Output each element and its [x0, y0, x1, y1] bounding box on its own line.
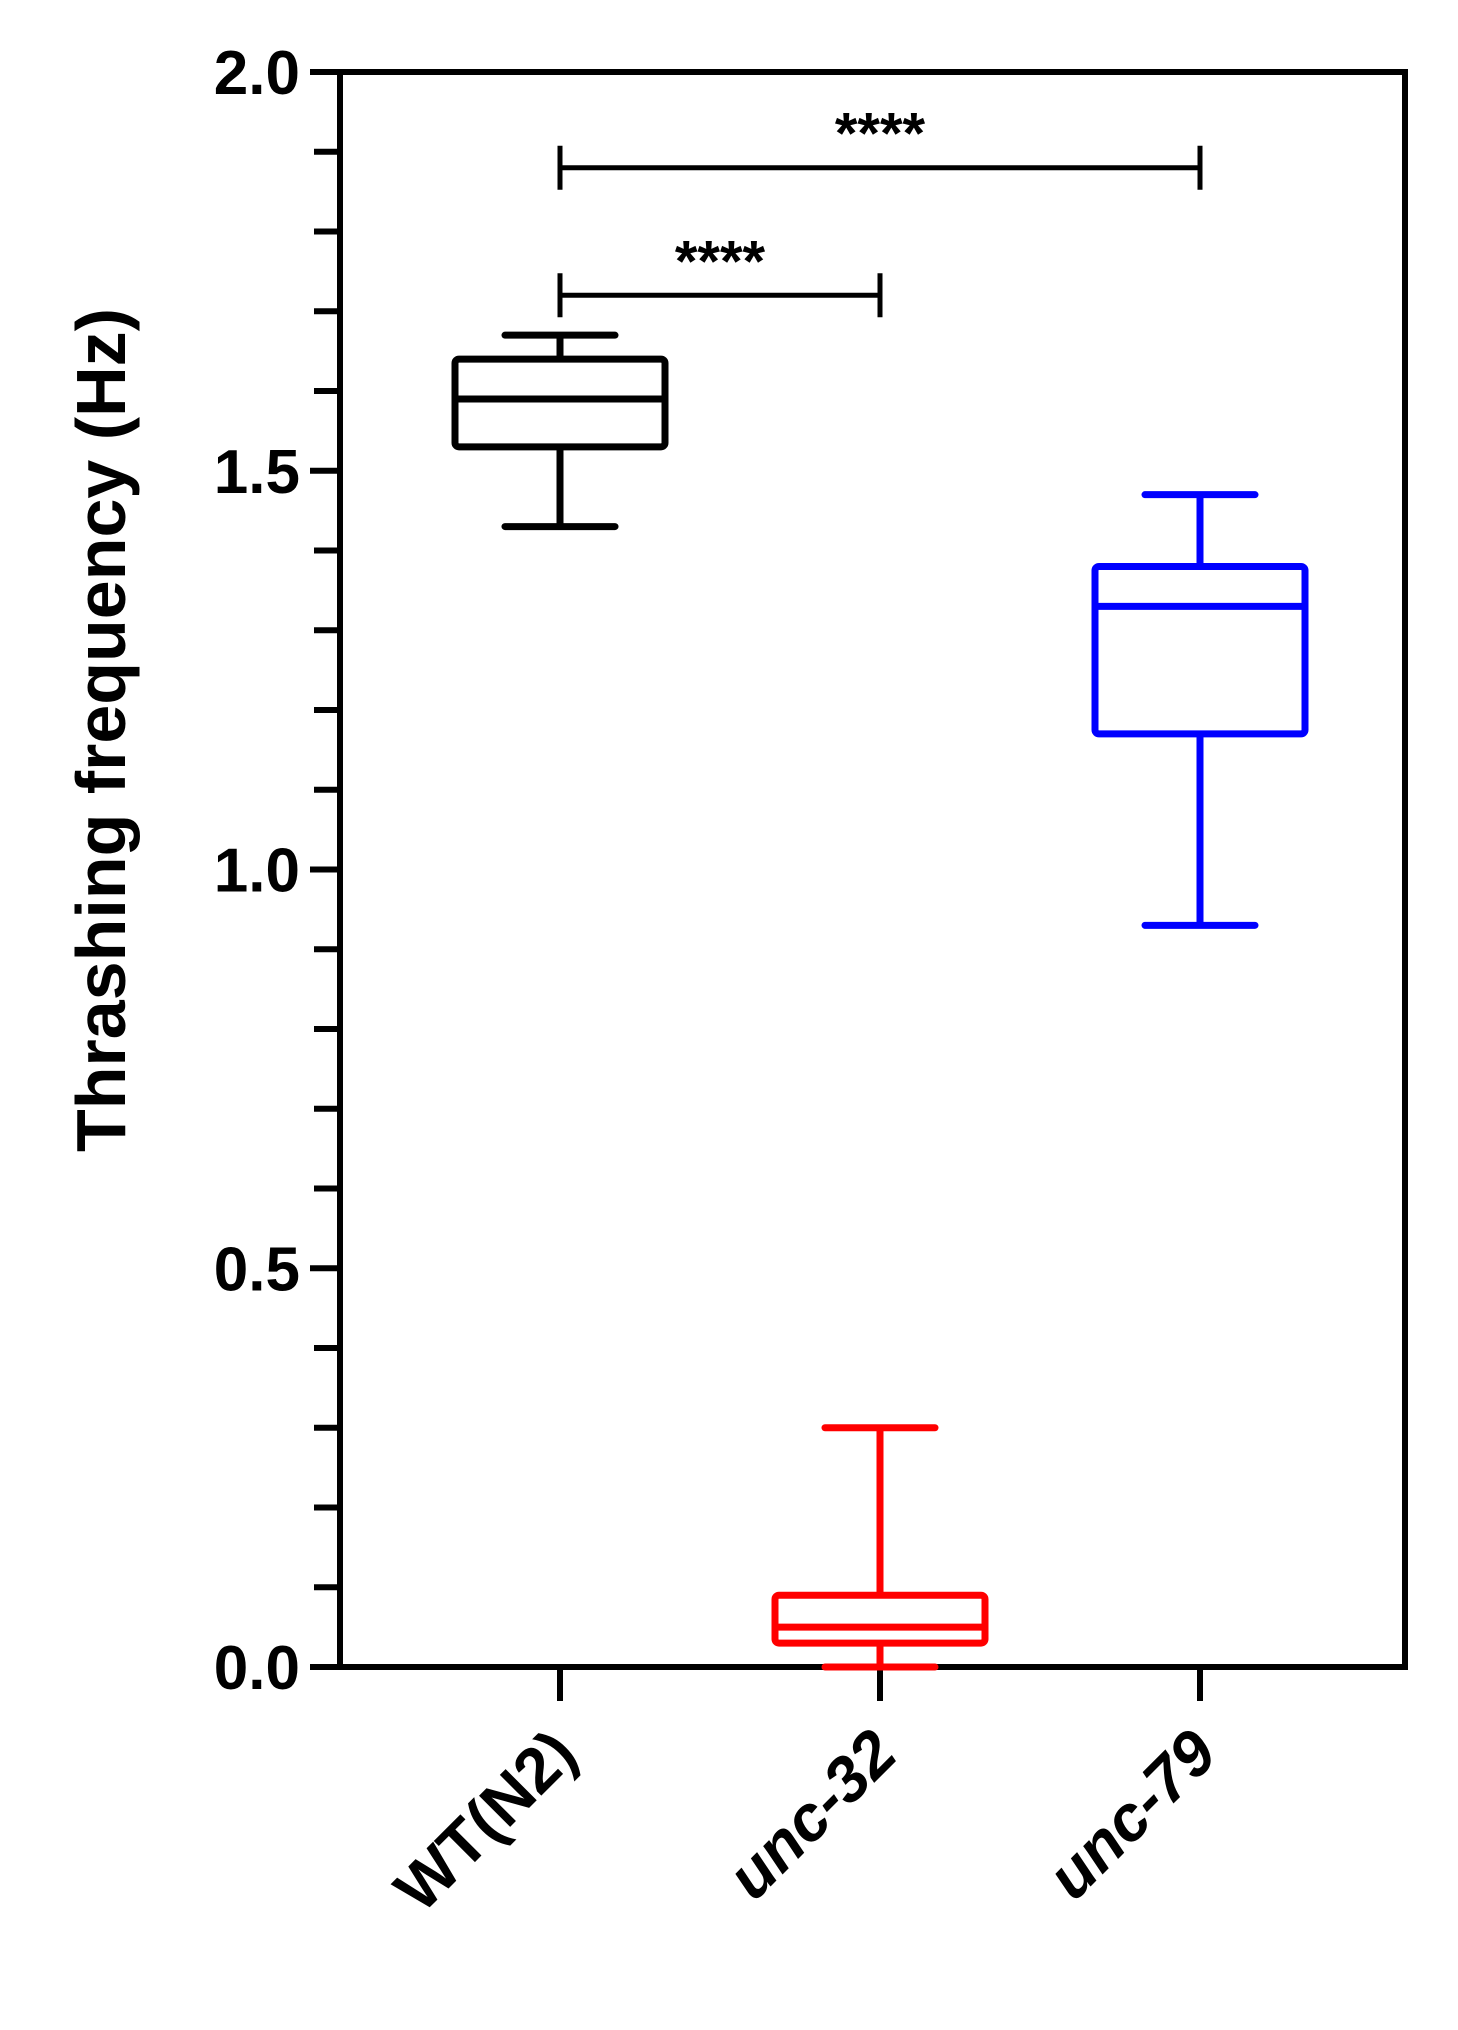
- iqr-box: [771, 1591, 989, 1647]
- x-category-label: unc-79: [1033, 1716, 1230, 1913]
- iqr-box: [1091, 562, 1309, 738]
- axis-labels: Thrashing frequency (Hz): [62, 308, 140, 1152]
- box-wt-n2-: [451, 331, 669, 531]
- iqr-box: [451, 355, 669, 451]
- significance-label: ****: [675, 229, 766, 294]
- y-tick-label: 0.0: [214, 1634, 300, 1703]
- x-category-label: unc-32: [713, 1716, 910, 1913]
- y-tick-label: 1.0: [214, 837, 300, 906]
- significance-label: ****: [835, 102, 926, 167]
- box-series: [451, 331, 1309, 1671]
- significance-bracket: ****: [557, 102, 1203, 190]
- x-category-label: WT(N2): [381, 1716, 590, 1925]
- y-axis-title: Thrashing frequency (Hz): [62, 308, 140, 1152]
- box-unc-32: [771, 1424, 989, 1671]
- y-tick-label: 0.5: [214, 1235, 300, 1304]
- y-tick-label: 2.0: [214, 39, 300, 108]
- significance-brackets: **** ****: [557, 102, 1203, 318]
- significance-bracket: ****: [557, 229, 883, 318]
- y-tick-label: 1.5: [214, 438, 300, 507]
- box-unc-79: [1091, 491, 1309, 929]
